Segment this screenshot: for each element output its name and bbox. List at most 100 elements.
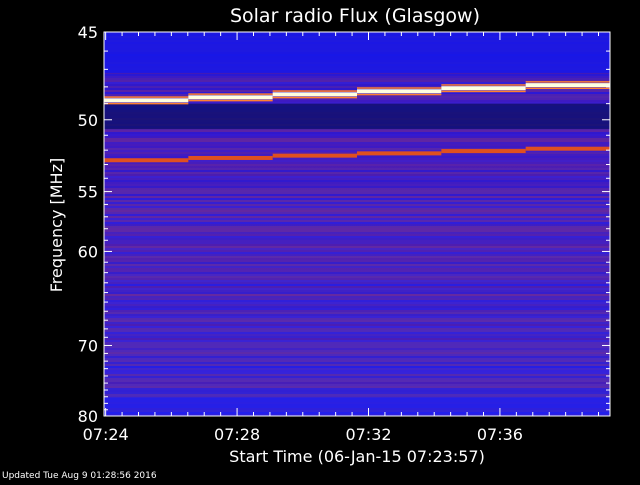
emission-line-halo xyxy=(272,90,357,92)
intensity-band xyxy=(104,314,610,316)
emission-line-halo xyxy=(525,87,610,90)
intensity-band xyxy=(104,76,610,78)
intensity-band xyxy=(104,316,610,318)
emission-line-halo xyxy=(188,99,273,102)
intensity-band xyxy=(104,310,610,312)
emission-line-halo xyxy=(441,90,526,93)
intensity-band xyxy=(104,360,610,362)
intensity-band xyxy=(104,224,610,226)
intensity-band xyxy=(104,174,610,176)
intensity-band xyxy=(104,190,610,192)
intensity-band xyxy=(104,102,610,104)
intensity-band xyxy=(104,308,610,310)
intensity-band xyxy=(104,142,610,144)
intensity-band xyxy=(104,184,610,186)
intensity-band xyxy=(104,168,610,170)
emission-line-segment xyxy=(188,95,273,100)
intensity-band xyxy=(104,86,610,88)
intensity-band xyxy=(104,296,610,298)
intensity-band xyxy=(104,276,610,278)
intensity-band xyxy=(104,206,610,208)
high-frequency-region xyxy=(104,32,610,73)
emission-line-segment xyxy=(272,153,357,158)
intensity-band xyxy=(104,214,610,216)
intensity-band xyxy=(104,176,610,178)
intensity-band xyxy=(104,332,610,334)
intensity-band xyxy=(104,292,610,294)
emission-line-halo xyxy=(104,102,189,105)
intensity-band xyxy=(104,162,610,164)
y-tick-label: 45 xyxy=(78,23,98,42)
chart-title: Solar radio Flux (Glasgow) xyxy=(230,5,480,27)
low-frequency-region xyxy=(104,396,610,416)
emission-line-segment xyxy=(188,155,273,160)
updated-timestamp: Updated Tue Aug 9 01:28:56 2016 xyxy=(2,471,157,480)
intensity-band xyxy=(104,272,610,274)
intensity-band xyxy=(104,242,610,244)
intensity-band xyxy=(104,262,610,264)
intensity-band xyxy=(104,386,610,388)
intensity-band xyxy=(104,74,610,76)
plot-frame xyxy=(103,31,611,417)
intensity-band xyxy=(104,390,610,392)
emission-line-segment xyxy=(525,146,610,151)
intensity-band xyxy=(104,356,610,358)
intensity-band xyxy=(104,196,610,198)
intensity-band xyxy=(104,254,610,256)
emission-lines xyxy=(104,81,610,163)
intensity-band xyxy=(104,158,610,160)
y-axis-label: Frequency [MHz] xyxy=(47,158,66,292)
intensity-band xyxy=(104,364,610,366)
intensity-band xyxy=(104,132,610,134)
intensity-band xyxy=(104,328,610,330)
intensity-band xyxy=(104,170,610,172)
intensity-band xyxy=(104,164,610,166)
x-axis-label: Start Time (06-Jan-15 07:23:57) xyxy=(229,447,485,466)
emission-line-segment xyxy=(104,98,189,103)
emission-line-halo xyxy=(357,87,442,89)
intensity-band xyxy=(104,286,610,288)
intensity-band xyxy=(104,78,610,80)
emission-line-segment xyxy=(104,158,189,163)
intensity-band xyxy=(104,366,610,368)
emission-line-halo xyxy=(272,96,357,99)
emission-line-segment xyxy=(441,86,526,91)
intensity-band xyxy=(104,290,610,292)
intensity-band xyxy=(104,350,610,352)
intensity-band xyxy=(104,200,610,202)
intensity-band xyxy=(104,258,610,260)
intensity-band xyxy=(104,218,610,220)
intensity-band xyxy=(104,358,610,360)
intensity-band xyxy=(104,250,610,252)
intensity-band xyxy=(104,178,610,180)
y-tick-label: 70 xyxy=(78,336,98,355)
intensity-band xyxy=(104,260,610,262)
intensity-band xyxy=(104,392,610,394)
y-tick-label: 60 xyxy=(78,242,98,261)
intensity-band xyxy=(104,340,610,342)
intensity-band xyxy=(104,208,610,210)
intensity-band xyxy=(104,362,610,364)
x-tick-label: 07:24 xyxy=(83,425,129,444)
intensity-band xyxy=(104,306,610,308)
intensity-band xyxy=(104,330,610,332)
intensity-band xyxy=(104,236,610,238)
x-axis: 07:24 07:28 07:32 07:36 xyxy=(83,32,599,444)
intensity-band xyxy=(104,348,610,350)
intensity-band xyxy=(104,82,610,84)
intensity-band xyxy=(104,140,610,142)
intensity-band xyxy=(104,378,610,380)
intensity-band xyxy=(104,284,610,286)
intensity-band xyxy=(104,312,610,314)
intensity-band xyxy=(104,274,610,276)
intensity-band xyxy=(104,166,610,168)
intensity-band xyxy=(104,212,610,214)
intensity-band xyxy=(104,228,610,230)
intensity-band xyxy=(104,298,610,300)
intensity-band xyxy=(104,318,610,320)
intensity-band xyxy=(104,232,610,234)
intensity-band xyxy=(104,244,610,246)
intensity-band xyxy=(104,230,610,232)
